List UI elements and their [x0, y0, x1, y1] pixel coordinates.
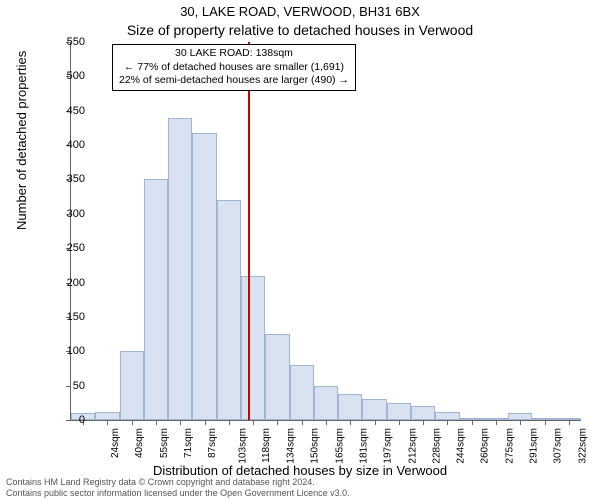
- x-tick-mark: [375, 420, 376, 425]
- x-tick-mark: [423, 420, 424, 425]
- info-box-line: ← 77% of detached houses are smaller (1,…: [119, 61, 349, 75]
- x-tick-mark: [399, 420, 400, 425]
- y-tick-label: 0: [55, 414, 85, 426]
- histogram-bar: [95, 412, 119, 420]
- x-tick-label: 181sqm: [359, 428, 370, 464]
- y-tick-label: 450: [55, 105, 85, 117]
- x-tick-label: 24sqm: [110, 428, 121, 458]
- x-tick-label: 103sqm: [237, 428, 248, 464]
- x-tick-label: 150sqm: [310, 428, 321, 464]
- x-tick-mark: [545, 420, 546, 425]
- x-tick-mark: [205, 420, 206, 425]
- histogram-bar: [362, 399, 386, 420]
- footer-line-1: Contains HM Land Registry data © Crown c…: [6, 477, 350, 487]
- x-tick-label: 260sqm: [480, 428, 491, 464]
- histogram-bar: [168, 118, 192, 420]
- y-tick-label: 200: [55, 277, 85, 289]
- x-tick-mark: [350, 420, 351, 425]
- footer-line-2: Contains public sector information licen…: [6, 488, 350, 498]
- x-tick-label: 197sqm: [383, 428, 394, 464]
- y-tick-label: 150: [55, 311, 85, 323]
- x-tick-label: 87sqm: [207, 428, 218, 458]
- histogram-bar: [387, 403, 411, 420]
- x-tick-label: 134sqm: [286, 428, 297, 464]
- x-tick-mark: [253, 420, 254, 425]
- x-tick-label: 275sqm: [504, 428, 515, 464]
- x-tick-mark: [472, 420, 473, 425]
- y-tick-label: 250: [55, 242, 85, 254]
- x-tick-mark: [229, 420, 230, 425]
- x-tick-mark: [302, 420, 303, 425]
- info-box-line: 22% of semi-detached houses are larger (…: [119, 74, 349, 88]
- x-tick-mark: [132, 420, 133, 425]
- histogram-bar: [314, 386, 338, 420]
- x-tick-label: 291sqm: [529, 428, 540, 464]
- x-tick-mark: [496, 420, 497, 425]
- chart-title-description: Size of property relative to detached ho…: [0, 22, 600, 38]
- histogram-bar: [144, 179, 168, 420]
- histogram-bar: [411, 406, 435, 420]
- x-tick-label: 307sqm: [553, 428, 564, 464]
- footer-attribution: Contains HM Land Registry data © Crown c…: [6, 477, 350, 498]
- chart-title-address: 30, LAKE ROAD, VERWOOD, BH31 6BX: [0, 4, 600, 19]
- y-tick-label: 500: [55, 70, 85, 82]
- y-tick-label: 100: [55, 345, 85, 357]
- histogram-bar: [290, 365, 314, 420]
- histogram-bar: [265, 334, 289, 420]
- x-tick-label: 244sqm: [456, 428, 467, 464]
- x-tick-label: 71sqm: [183, 428, 194, 458]
- x-tick-mark: [180, 420, 181, 425]
- y-tick-label: 50: [55, 380, 85, 392]
- plot-area: [70, 42, 581, 421]
- y-tick-label: 350: [55, 173, 85, 185]
- histogram-bar: [192, 133, 216, 420]
- histogram-bar: [241, 276, 265, 420]
- x-tick-mark: [277, 420, 278, 425]
- x-tick-mark: [520, 420, 521, 425]
- y-tick-label: 400: [55, 139, 85, 151]
- x-tick-mark: [156, 420, 157, 425]
- histogram-bar: [435, 412, 459, 420]
- x-tick-label: 212sqm: [407, 428, 418, 464]
- x-tick-label: 40sqm: [134, 428, 145, 458]
- x-tick-mark: [569, 420, 570, 425]
- marker-info-box: 30 LAKE ROAD: 138sqm← 77% of detached ho…: [112, 44, 356, 91]
- x-tick-label: 228sqm: [431, 428, 442, 464]
- x-axis-label: Distribution of detached houses by size …: [0, 463, 600, 478]
- y-axis-label: Number of detached properties: [14, 51, 29, 230]
- x-tick-label: 118sqm: [261, 428, 272, 463]
- histogram-bar: [217, 200, 241, 420]
- y-tick-label: 300: [55, 208, 85, 220]
- reference-marker-line: [248, 42, 250, 420]
- x-tick-label: 322sqm: [577, 428, 588, 464]
- histogram-bar: [508, 413, 532, 420]
- x-tick-label: 165sqm: [334, 428, 345, 464]
- histogram-bar: [120, 351, 144, 420]
- x-tick-mark: [107, 420, 108, 425]
- x-tick-label: 55sqm: [159, 428, 170, 458]
- x-tick-mark: [447, 420, 448, 425]
- info-box-line: 30 LAKE ROAD: 138sqm: [119, 47, 349, 61]
- x-tick-mark: [326, 420, 327, 425]
- chart-container: 30, LAKE ROAD, VERWOOD, BH31 6BX Size of…: [0, 0, 600, 500]
- y-tick-label: 550: [55, 36, 85, 48]
- histogram-bar: [338, 394, 362, 420]
